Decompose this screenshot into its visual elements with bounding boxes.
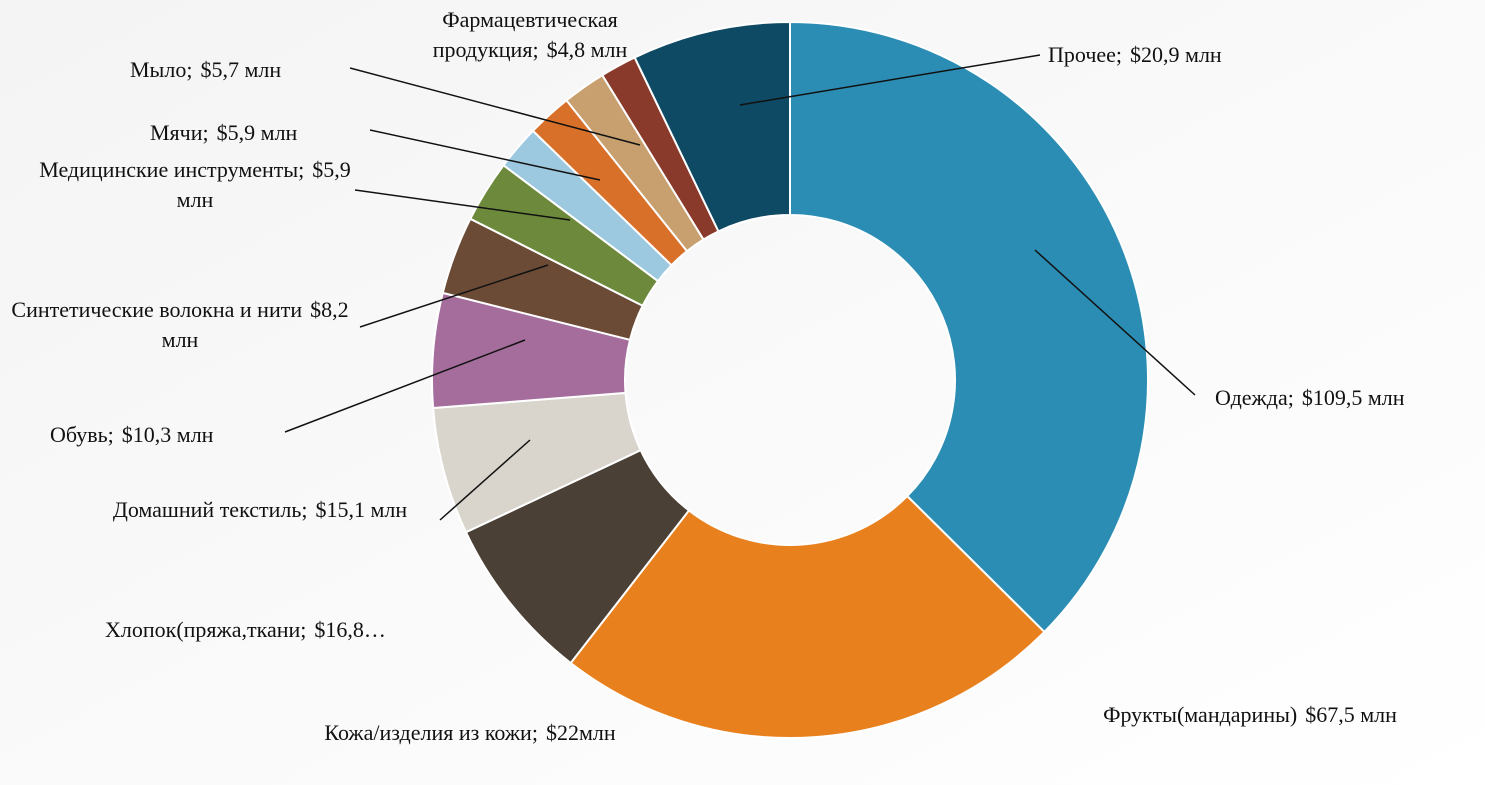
value-label: $8,2 млн [161,297,349,352]
value-label: $67,5 млн [1305,702,1397,727]
value-label: $15,1 млн [315,497,408,522]
leader-line [369,129,601,181]
donut-segment [789,20,1149,634]
value-label: $20,9 млн [1130,42,1222,67]
value-label: $109,5 млн [1301,385,1405,410]
data-label: Обувь; $10,3 млн [50,420,350,450]
value-label: $5,9 млн [216,120,298,145]
leader-line [354,189,571,221]
data-label: Мыло; $5,7 млн [130,55,380,85]
data-label: Синтетические волокна и нити $8,2 млн [0,295,360,355]
leader-line [359,264,549,328]
data-label: Прочее; $20,9 млн [1048,40,1348,70]
category-name: Фармацевтическая продукция; [432,7,618,62]
data-label: Кожа/изделия из кожи; $22млн [300,718,640,748]
value-label: $22млн [545,720,616,745]
category-name: Мыло; [130,57,193,82]
leader-line [1034,249,1196,396]
category-name: Синтетические волокна и нити [11,297,303,322]
category-name: Медицинские инструменты; [39,157,305,182]
value-label: $4,8 млн [546,37,628,62]
data-label: Домашний текстиль; $15,1 млн [70,495,450,525]
data-label: Медицинские инструменты; $5,9 млн [35,155,355,215]
leader-line [349,67,641,146]
value-label: $16,8… [314,617,386,642]
category-name: Фрукты(мандарины) [1103,702,1298,727]
category-name: Домашний текстиль; [112,497,308,522]
data-label: Одежда; $109,5 млн [1215,383,1485,413]
category-name: Прочее; [1048,42,1123,67]
value-label: $10,3 млн [121,422,214,447]
value-label: $5,7 млн [200,57,282,82]
category-name: Мячи; [150,120,209,145]
donut-segment [633,20,791,233]
data-label: Мячи; $5,9 млн [150,118,400,148]
donut-segment [569,494,1046,739]
data-label: Хлопок(пряжа,ткани; $16,8… [105,615,505,645]
category-name: Хлопок(пряжа,ткани; [105,617,307,642]
data-label: Фрукты(мандарины) $67,5 млн [1090,700,1410,730]
leader-line [284,339,526,433]
data-label: Фармацевтическая продукция; $4,8 млн [380,5,680,65]
category-name: Одежда; [1215,385,1294,410]
category-name: Кожа/изделия из кожи; [324,720,538,745]
category-name: Обувь; [50,422,114,447]
donut [431,20,1149,739]
leader-line [739,54,1041,106]
value-label: $5,9 млн [176,157,351,212]
leader-line [439,439,531,521]
leader-lines [284,54,1196,521]
